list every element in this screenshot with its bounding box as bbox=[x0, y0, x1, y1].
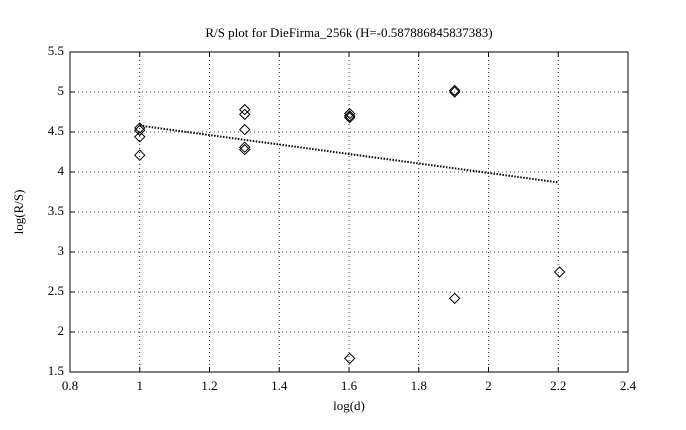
data-point bbox=[239, 143, 251, 156]
data-point bbox=[239, 123, 251, 136]
x-tick-label: 1.4 bbox=[271, 378, 288, 393]
x-axis-label: log(d) bbox=[333, 398, 365, 413]
y-tick-label: 1.5 bbox=[48, 363, 64, 378]
x-tick-label: 1 bbox=[137, 378, 144, 393]
data-point bbox=[134, 149, 146, 161]
data-point bbox=[343, 107, 356, 120]
data-point bbox=[343, 110, 356, 122]
y-tick-label: 3 bbox=[58, 243, 65, 258]
x-tick-label: 2 bbox=[485, 378, 492, 393]
x-tick-label: 0.8 bbox=[62, 378, 78, 393]
plot-frame bbox=[69, 51, 629, 373]
y-tick-label: 3.5 bbox=[48, 203, 64, 218]
y-tick-label: 4 bbox=[58, 163, 65, 178]
fit-line bbox=[139, 124, 559, 184]
chart-title: R/S plot for DieFirma_256k (H=-0.5878868… bbox=[205, 25, 492, 40]
y-tick-label: 2 bbox=[58, 323, 65, 338]
data-point bbox=[448, 86, 461, 98]
y-axis-label: log(R/S) bbox=[11, 190, 26, 235]
data-point bbox=[343, 111, 356, 124]
data-point bbox=[448, 292, 461, 305]
x-tick-label: 1.8 bbox=[411, 378, 427, 393]
x-tick-label: 1.2 bbox=[201, 378, 217, 393]
y-tick-label: 5.5 bbox=[48, 43, 64, 58]
y-tick-label: 2.5 bbox=[48, 283, 64, 298]
data-point bbox=[553, 266, 566, 278]
data-point bbox=[134, 131, 146, 143]
data-point bbox=[239, 108, 251, 121]
x-tick-label: 1.6 bbox=[341, 378, 358, 393]
y-tick-label: 4.5 bbox=[48, 123, 64, 138]
data-point bbox=[134, 124, 146, 137]
data-point bbox=[239, 103, 251, 116]
data-point bbox=[448, 84, 461, 97]
data-point bbox=[343, 352, 356, 365]
data-point bbox=[239, 141, 251, 153]
x-tick-label: 2.4 bbox=[620, 378, 637, 393]
x-tick-label: 2.2 bbox=[550, 378, 566, 393]
y-tick-label: 5 bbox=[58, 83, 65, 98]
